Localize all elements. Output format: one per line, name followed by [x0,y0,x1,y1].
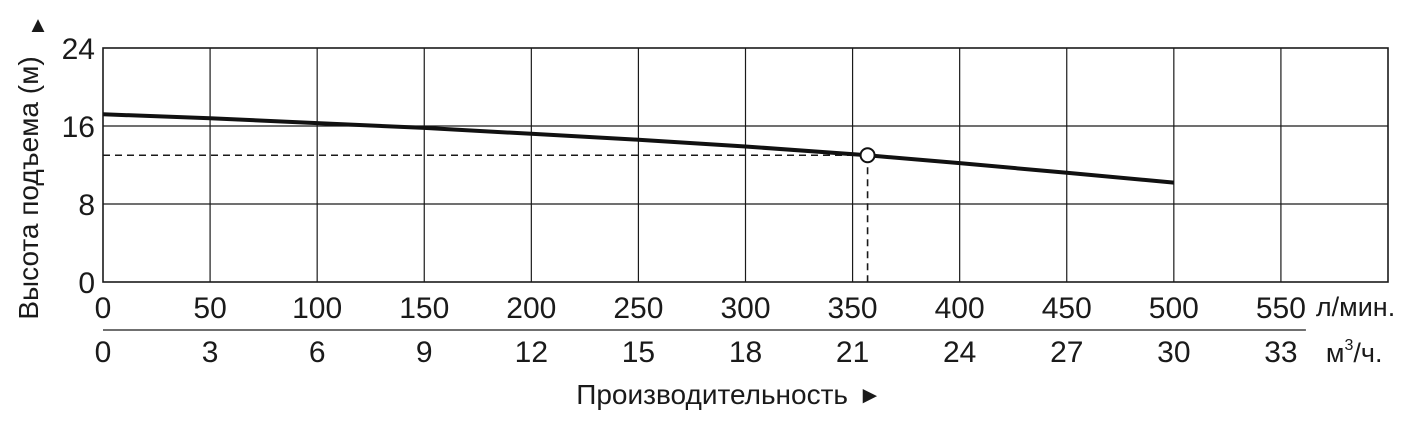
x-tick-label-m3h: 30 [1157,336,1190,369]
x-unit-m3h-tail: /ч. [1353,338,1382,368]
x-tick-label-m3h: 24 [943,336,976,369]
x-tick-label-lpm: 500 [1149,292,1199,325]
pump-curve-line [102,112,1174,185]
x-tick-label-lpm: 450 [1042,292,1092,325]
x-tick-label-lpm: 300 [720,292,770,325]
y-tick-label: 0 [78,267,95,300]
x-axis-label: Производительность [576,379,848,410]
series [102,112,1174,185]
y-axis-title: Высота подъема (м) ▲ [13,12,49,320]
x-tick-label-m3h: 27 [1050,336,1083,369]
x-tick-label-m3h: 0 [95,336,112,369]
x-tick-label-m3h: 6 [309,336,326,369]
y-tick-labels: 0 8 16 24 [62,33,95,300]
y-axis-label: Высота подъема (м) [13,56,44,319]
operating-point-guides [103,154,869,282]
y-axis-arrow-icon: ▲ [27,12,49,37]
x-tick-label-lpm: 350 [828,292,878,325]
plot-frame [102,47,1389,283]
y-tick-label: 16 [62,111,95,144]
x-tick-label-m3h: 12 [515,336,548,369]
x-tick-label-lpm: 0 [95,292,112,325]
x-axis-arrow-icon: ► [858,382,882,409]
y-tick-label: 24 [62,33,95,66]
x-tick-label-lpm: 550 [1256,292,1306,325]
y-tick-label: 8 [78,189,95,222]
x-tick-label-m3h: 15 [622,336,655,369]
grid [103,48,1388,282]
x-tick-label-lpm: 400 [935,292,985,325]
x-unit-m3h-sup: 3 [1344,337,1353,354]
x-tick-label-lpm: 250 [613,292,663,325]
x-tick-label-lpm: 150 [399,292,449,325]
x-tick-labels-m3h: 0 3 6 9 12 15 18 21 24 27 30 33 [95,336,1298,369]
x-tick-label-m3h: 21 [836,336,869,369]
x-tick-label-m3h: 9 [416,336,433,369]
x-unit-m3h-base: м [1326,338,1345,368]
x-unit-m3h: м3/ч. [1326,337,1383,368]
x-unit-lpm: л/мин. [1316,292,1395,322]
x-tick-label-lpm: 50 [193,292,226,325]
x-tick-label-lpm: 100 [292,292,342,325]
x-tick-label-m3h: 3 [202,336,219,369]
x-tick-label-m3h: 18 [729,336,762,369]
x-axis-title: Производительность ► [576,379,882,410]
operating-point-marker [859,147,876,164]
x-tick-label-lpm: 200 [506,292,556,325]
x-tick-labels-lpm: 0 50 100 150 200 250 300 350 400 450 500 550 [95,292,1306,325]
x-tick-label-m3h: 33 [1264,336,1297,369]
